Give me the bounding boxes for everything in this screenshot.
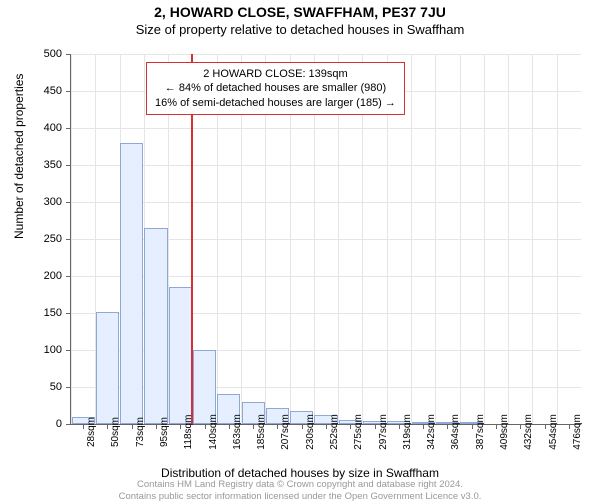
footer-line-1: Contains HM Land Registry data © Crown c…: [0, 479, 600, 490]
ytick-label: 50: [50, 381, 62, 393]
annotation-line: 16% of semi-detached houses are larger (…: [155, 96, 396, 110]
y-axis-label: Number of detached properties: [12, 74, 26, 239]
xtick-mark: [423, 424, 424, 429]
gridline-horizontal: [71, 54, 581, 55]
gridline-vertical: [411, 54, 412, 424]
page-title: 2, HOWARD CLOSE, SWAFFHAM, PE37 7JU: [0, 4, 600, 20]
xtick-mark: [496, 424, 497, 429]
xtick-mark: [277, 424, 278, 429]
ytick-label: 500: [44, 48, 62, 60]
ytick-label: 0: [56, 418, 62, 430]
gridline-vertical: [532, 54, 533, 424]
histogram-bar: [169, 287, 192, 424]
histogram-bar: [144, 228, 167, 424]
ytick-label: 350: [44, 159, 62, 171]
annotation-box: 2 HOWARD CLOSE: 139sqm← 84% of detached …: [146, 62, 405, 115]
gridline-vertical: [71, 54, 72, 424]
ytick-label: 250: [44, 233, 62, 245]
gridline-horizontal: [71, 202, 581, 203]
xtick-mark: [302, 424, 303, 429]
gridline-horizontal: [71, 128, 581, 129]
xtick-mark: [229, 424, 230, 429]
footer-attribution: Contains HM Land Registry data © Crown c…: [0, 479, 600, 502]
annotation-line: ← 84% of detached houses are smaller (98…: [155, 81, 396, 95]
histogram-bar: [96, 312, 119, 424]
footer-line-2: Contains public sector information licen…: [0, 491, 600, 502]
gridline-vertical: [460, 54, 461, 424]
xtick-mark: [569, 424, 570, 429]
xtick-mark: [350, 424, 351, 429]
xtick-mark: [447, 424, 448, 429]
histogram-bar: [193, 350, 216, 424]
x-axis-label: Distribution of detached houses by size …: [0, 466, 600, 480]
ytick-label: 100: [44, 344, 62, 356]
gridline-vertical: [557, 54, 558, 424]
gridline-vertical: [484, 54, 485, 424]
ytick-label: 200: [44, 270, 62, 282]
gridline-vertical: [508, 54, 509, 424]
xtick-mark: [205, 424, 206, 429]
plot-area: 28sqm50sqm73sqm95sqm118sqm140sqm163sqm18…: [70, 54, 581, 425]
gridline-horizontal: [71, 165, 581, 166]
page-subtitle: Size of property relative to detached ho…: [0, 22, 600, 37]
xtick-mark: [132, 424, 133, 429]
histogram-chart: 28sqm50sqm73sqm95sqm118sqm140sqm163sqm18…: [70, 54, 580, 424]
xtick-mark: [472, 424, 473, 429]
gridline-vertical: [435, 54, 436, 424]
xtick-mark: [180, 424, 181, 429]
xtick-mark: [520, 424, 521, 429]
xtick-mark: [156, 424, 157, 429]
xtick-mark: [253, 424, 254, 429]
xtick-mark: [399, 424, 400, 429]
ytick-label: 300: [44, 196, 62, 208]
xtick-mark: [375, 424, 376, 429]
xtick-label: 476sqm: [572, 414, 583, 450]
xtick-mark: [83, 424, 84, 429]
xtick-mark: [545, 424, 546, 429]
ytick-label: 450: [44, 85, 62, 97]
xtick-mark: [107, 424, 108, 429]
ytick-mark: [66, 424, 71, 425]
ytick-label: 150: [44, 307, 62, 319]
xtick-mark: [326, 424, 327, 429]
histogram-bar: [120, 143, 143, 424]
annotation-line: 2 HOWARD CLOSE: 139sqm: [155, 67, 396, 81]
ytick-label: 400: [44, 122, 62, 134]
